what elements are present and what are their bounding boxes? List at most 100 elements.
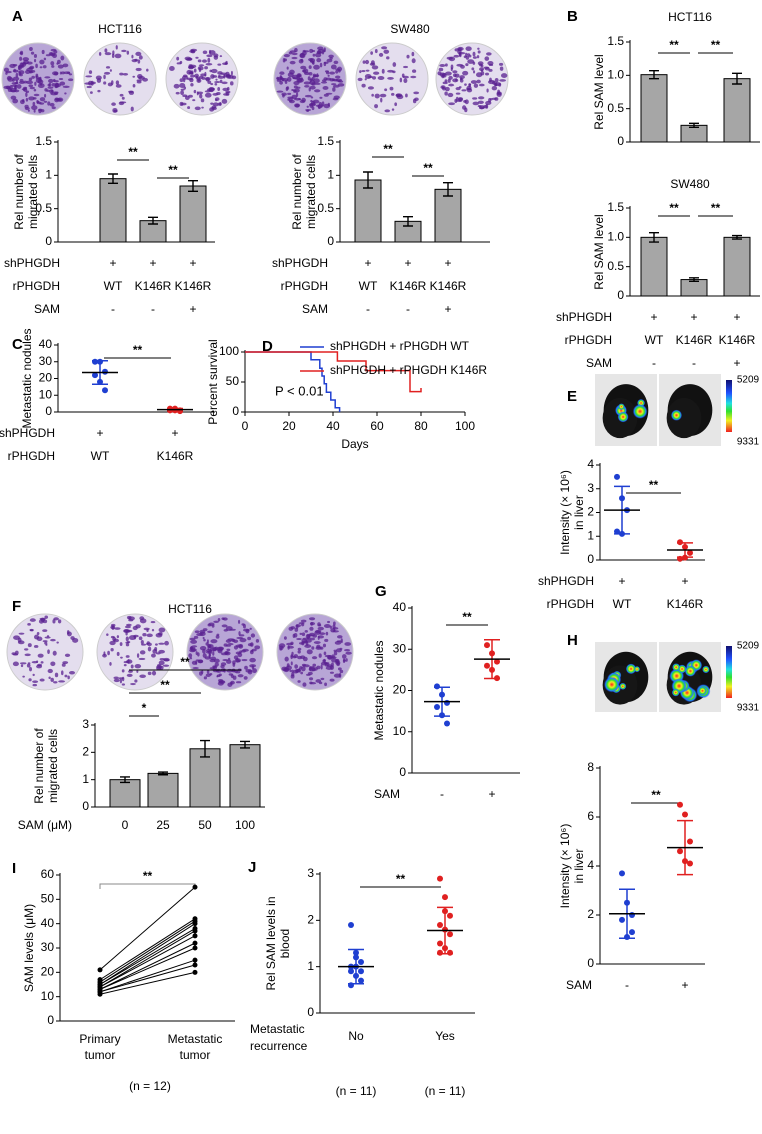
error-bar (443, 181, 453, 197)
cell-stain (314, 89, 321, 93)
significance-label: ** (133, 343, 143, 357)
y-tick-label: 0 (47, 1013, 54, 1027)
significance-label: ** (669, 201, 679, 215)
cell-stain (293, 85, 298, 89)
cell-stain (359, 70, 362, 74)
condition-label: shPHGDH (272, 256, 328, 270)
cell-stain (119, 93, 124, 97)
cell-stain (199, 93, 203, 99)
cell-stain (452, 78, 459, 83)
cell-stain (306, 649, 313, 655)
cell-stain (317, 46, 324, 51)
cell-stain (5, 71, 8, 75)
cell-stain (464, 107, 468, 113)
cell-stain (207, 630, 213, 634)
cell-stain (447, 92, 454, 98)
cell-stain (473, 83, 479, 88)
cell-stain (230, 674, 234, 679)
condition-label: rPHGDH (8, 449, 55, 463)
cell-stain (85, 75, 93, 78)
cell-stain (276, 79, 282, 82)
cell-stain (484, 56, 490, 61)
y-tick-label: 0.5 (607, 101, 624, 115)
y-axis-label: Metastatic nodules (372, 640, 386, 740)
cell-stain (410, 75, 417, 79)
condition-label: rPHGDH (547, 597, 594, 611)
condition-value: K146R (390, 279, 427, 293)
cell-stain (322, 86, 329, 90)
cell-stain (297, 680, 301, 683)
cell-stain (217, 63, 222, 66)
cell-stain (39, 678, 45, 682)
y-tick-label: 0 (82, 799, 89, 813)
cell-stain (57, 64, 64, 69)
cell-stain (221, 81, 228, 85)
x-axis-label: Days (341, 437, 368, 451)
cell-stain (57, 619, 62, 624)
cell-stain (44, 76, 51, 79)
significance-label: ** (649, 478, 659, 492)
cell-stain (66, 630, 70, 635)
x-tick-label: 0 (242, 419, 249, 433)
cell-stain (201, 76, 206, 80)
cell-stain (182, 94, 188, 98)
cell-stain (44, 93, 47, 98)
cell-stain (298, 622, 305, 625)
y-tick-label: 0.5 (35, 201, 52, 215)
condition-value: + (650, 310, 657, 324)
cell-stain (17, 65, 21, 71)
panel-label: B (567, 8, 578, 25)
cell-stain (107, 650, 110, 656)
cell-stain (309, 637, 316, 641)
group-count: (n = 11) (336, 1084, 377, 1098)
cell-stain (379, 93, 387, 98)
cell-stain (189, 648, 196, 653)
cell-stain (380, 97, 383, 103)
cell-stain (197, 652, 200, 657)
cell-stain (499, 66, 504, 71)
cell-stain (32, 673, 35, 677)
cell-stain (306, 105, 309, 108)
cell-stain (27, 643, 32, 648)
cell-stain (213, 620, 220, 623)
cell-stain (323, 651, 327, 656)
cell-stain (330, 64, 337, 70)
cell-stain (49, 89, 54, 94)
bar (640, 236, 668, 297)
cell-stain (344, 642, 351, 646)
cell-stain (191, 660, 197, 665)
cell-stain (489, 77, 492, 83)
cell-stain (374, 93, 380, 99)
data-point (677, 801, 683, 808)
cell-stain (33, 93, 40, 97)
y-tick-label: 0 (45, 404, 52, 418)
cell-stain (52, 91, 59, 94)
cell-stain (216, 675, 219, 678)
cell-stain (19, 662, 27, 665)
cell-stain (61, 670, 64, 676)
condition-value: + (189, 256, 196, 270)
cell-stain (206, 670, 210, 674)
y-tick-label: 6 (587, 809, 594, 823)
cell-stain (35, 75, 39, 80)
y-axis-label: blood (278, 929, 292, 958)
cell-stain (132, 625, 138, 631)
data-point (682, 811, 688, 818)
cell-stain (220, 72, 227, 75)
cell-stain (189, 77, 194, 83)
cell-stain (194, 630, 200, 634)
cell-stain (315, 52, 322, 58)
x-tick-label: No (348, 1029, 364, 1043)
data-point (192, 957, 198, 963)
condition-value: - (652, 356, 656, 370)
cell-stain (146, 68, 149, 72)
cell-stain (36, 631, 40, 636)
signal-spot (672, 663, 681, 672)
cell-stain (125, 631, 128, 636)
data-point (437, 921, 443, 928)
cell-stain (319, 62, 323, 68)
cell-stain (49, 102, 55, 107)
data-point (437, 949, 443, 956)
cell-stain (210, 656, 217, 661)
